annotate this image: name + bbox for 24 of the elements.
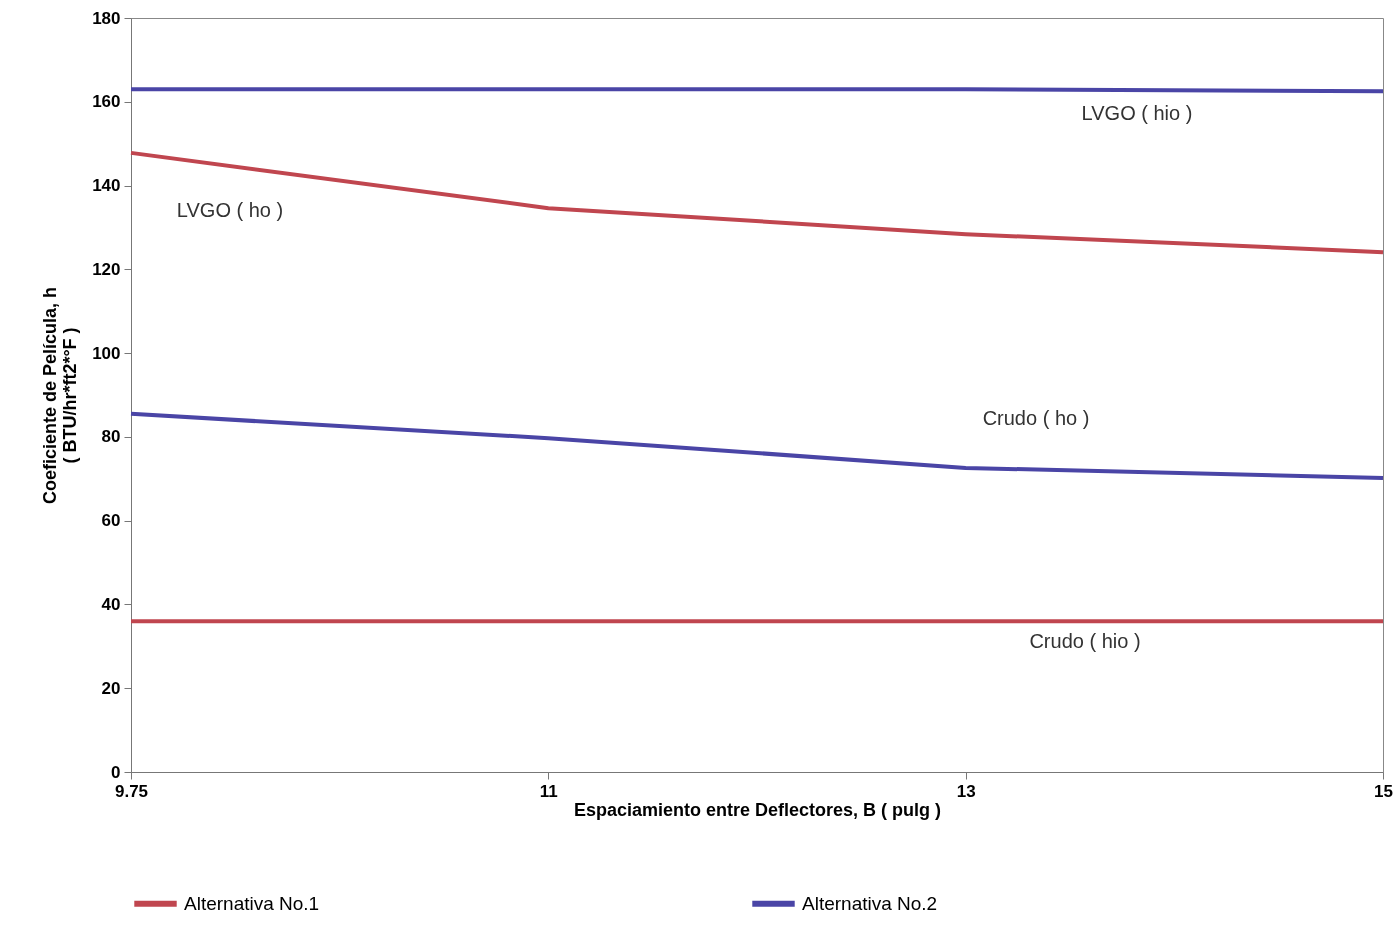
y-tick-label: 0 [111, 762, 121, 782]
annotation: LVGO ( hio ) [1081, 102, 1193, 124]
y-tick-label: 60 [101, 511, 121, 531]
y-tick-label: 80 [101, 427, 121, 447]
annotation: Crudo ( ho ) [982, 407, 1090, 429]
legend-label: Alternativa No.1 [184, 892, 320, 914]
y-tick-label: 140 [92, 176, 121, 196]
y-axis-title: Coeficiente de Película, h ( BTU/hr*ft2*°F ) [40, 286, 81, 505]
x-tick-label: 13 [956, 781, 976, 801]
y-tick-label: 40 [101, 594, 121, 614]
y-tick-label: 20 [101, 678, 121, 698]
line-series [129, 411, 1385, 480]
x-tick-label: 11 [539, 781, 558, 801]
legend-label: Alternativa No.2 [802, 892, 938, 914]
y-tick-label: 160 [92, 92, 121, 112]
x-tick-label: 15 [1374, 781, 1393, 801]
y-tick-label: 120 [92, 259, 121, 279]
x-tick-label: 9.75 [114, 781, 149, 801]
annotation: LVGO ( ho ) [176, 199, 284, 221]
y-tick-label: 180 [92, 8, 121, 28]
x-axis-title: Espaciamiento entre Deflectores, B ( pulg ) [573, 799, 942, 820]
annotation: Crudo ( hio ) [1029, 630, 1141, 652]
y-tick-label: 100 [92, 343, 121, 363]
line-series [129, 150, 1385, 255]
